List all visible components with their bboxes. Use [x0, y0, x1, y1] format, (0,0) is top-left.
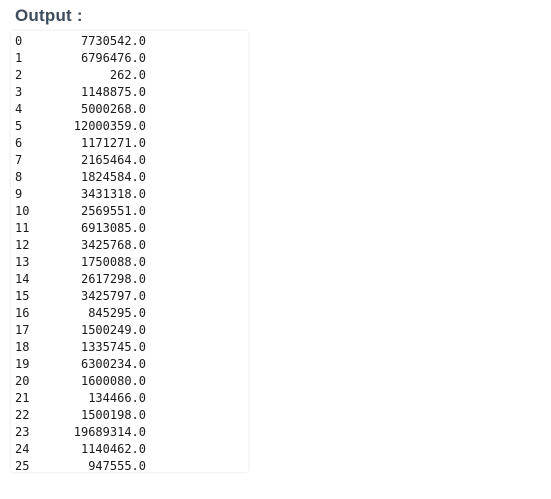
output-row: 12 3425768.0	[15, 237, 146, 254]
output-row: 5 12000359.0	[15, 118, 146, 135]
row-index: 6	[15, 136, 23, 150]
row-value: 1148875.0	[80, 85, 146, 99]
row-index: 22	[15, 408, 30, 422]
row-value: 19689314.0	[73, 425, 146, 439]
row-index: 14	[15, 272, 30, 286]
row-value: 3425797.0	[80, 289, 146, 303]
output-row: 10 2569551.0	[15, 203, 146, 220]
output-row: 14 2617298.0	[15, 271, 146, 288]
row-index: 16	[15, 306, 30, 320]
row-index: 1	[15, 51, 23, 65]
row-value: 1600080.0	[80, 374, 146, 388]
row-value: 7730542.0	[80, 34, 146, 48]
output-row: 0 7730542.0	[15, 33, 146, 50]
output-row: 7 2165464.0	[15, 152, 146, 169]
row-value: 2569551.0	[80, 204, 146, 218]
row-value: 1335745.0	[80, 340, 146, 354]
output-heading: Output :	[15, 6, 83, 25]
output-row: 11 6913085.0	[15, 220, 146, 237]
row-value: 845295.0	[88, 306, 146, 320]
row-value: 1171271.0	[80, 136, 146, 150]
output-row: 4 5000268.0	[15, 101, 146, 118]
row-index: 2	[15, 68, 23, 82]
row-index: 19	[15, 357, 30, 371]
output-row: 16 845295.0	[15, 305, 146, 322]
output-row: 20 1600080.0	[15, 373, 146, 390]
row-index: 12	[15, 238, 30, 252]
row-value: 6913085.0	[80, 221, 146, 235]
row-index: 5	[15, 119, 23, 133]
row-value: 5000268.0	[80, 102, 146, 116]
row-index: 11	[15, 221, 30, 235]
output-row: 6 1171271.0	[15, 135, 146, 152]
output-panel: 0 7730542.0 1 6796476.0 2 262.0 3 1148875.0 4 500…	[11, 31, 248, 475]
output-row: 3 1148875.0	[15, 84, 146, 101]
output-row: 9 3431318.0	[15, 186, 146, 203]
row-value: 262.0	[109, 68, 146, 82]
row-index: 17	[15, 323, 30, 337]
output-row: 8 1824584.0	[15, 169, 146, 186]
row-value: 2617298.0	[80, 272, 146, 286]
row-value: 2165464.0	[80, 153, 146, 167]
row-index: 3	[15, 85, 23, 99]
output-rows: 0 7730542.0 1 6796476.0 2 262.0 3 1148875.0 4 500…	[15, 33, 146, 475]
output-row: 1 6796476.0	[15, 50, 146, 67]
row-value: 6796476.0	[80, 51, 146, 65]
row-index: 13	[15, 255, 30, 269]
row-value: 3425768.0	[80, 238, 146, 252]
output-row: 21 134466.0	[15, 390, 146, 407]
row-value: 1500249.0	[80, 323, 146, 337]
row-index: 7	[15, 153, 23, 167]
row-value: 3431318.0	[80, 187, 146, 201]
row-value: 1500198.0	[80, 408, 146, 422]
output-row: 24 1140462.0	[15, 441, 146, 458]
output-row: 2 262.0	[15, 67, 146, 84]
row-index: 24	[15, 442, 30, 456]
row-value: 6300234.0	[80, 357, 146, 371]
output-row: 23 19689314.0	[15, 424, 146, 441]
row-index: 23	[15, 425, 30, 439]
output-row: 22 1500198.0	[15, 407, 146, 424]
row-value: 134466.0	[88, 391, 146, 405]
row-index: 4	[15, 102, 23, 116]
row-index: 8	[15, 170, 23, 184]
row-index: 18	[15, 340, 30, 354]
row-value: 12000359.0	[73, 119, 146, 133]
output-row: 17 1500249.0	[15, 322, 146, 339]
output-row: 19 6300234.0	[15, 356, 146, 373]
row-index: 0	[15, 34, 23, 48]
row-index: 20	[15, 374, 30, 388]
row-value: 1140462.0	[80, 442, 146, 456]
row-index: 21	[15, 391, 30, 405]
row-index: 10	[15, 204, 30, 218]
row-value: 947555.0	[88, 459, 146, 473]
row-value: 1750088.0	[80, 255, 146, 269]
row-value: 1824584.0	[80, 170, 146, 184]
output-row: 13 1750088.0	[15, 254, 146, 271]
output-row: 18 1335745.0	[15, 339, 146, 356]
output-row: 25 947555.0	[15, 458, 146, 475]
row-index: 25	[15, 459, 30, 473]
output-row: 15 3425797.0	[15, 288, 146, 305]
row-index: 9	[15, 187, 23, 201]
row-index: 15	[15, 289, 30, 303]
